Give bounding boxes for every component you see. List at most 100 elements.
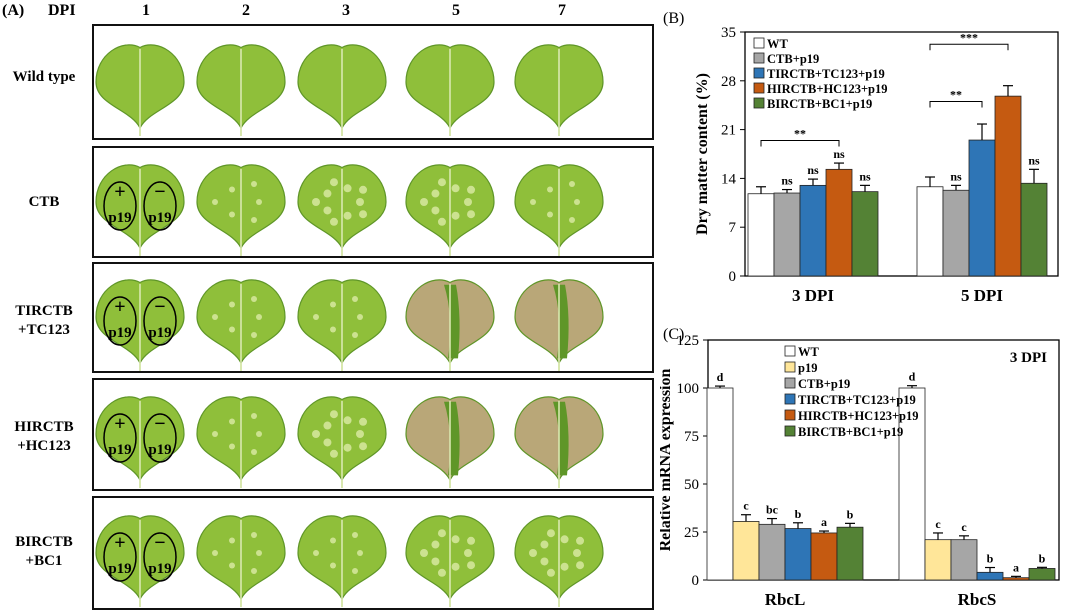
legend-swatch [753,52,765,64]
legend-swatch [784,345,796,357]
bar [836,526,864,581]
leaf-1-0: + − p19 p19 [95,164,185,256]
leaf-2-4 [514,279,604,371]
bar-significance-label: d [909,370,916,384]
infiltration-zone-right [143,413,177,463]
bar-significance-label: b [795,507,802,521]
leaf-lesion [431,540,440,549]
leaf-lesion [573,549,581,557]
bar-significance-label: ns [833,147,845,161]
leaf-lesion [569,180,575,187]
leaf-3-1 [196,396,286,488]
legend-entry: HIRCTB+HC123+p19 [798,409,919,423]
panel-a-label: (A) [2,2,25,19]
leaf-lesion [212,314,218,320]
leaf-3-0: + − p19 p19 [95,396,185,488]
leaf-lesion [312,430,320,438]
leaf-1-1 [196,164,286,256]
y-tick-label: 35 [721,25,736,41]
infiltration-minus-label: − [154,181,165,203]
leaf-1-4 [514,164,604,256]
leaf-0-4 [514,44,604,136]
leaf-row-tirctb [92,262,654,373]
leaf-lesion [467,210,476,219]
leaf-lesion [352,295,358,302]
leaf-lesion [437,178,446,187]
leaf-lesion [352,332,358,339]
infiltration-plus-label: + [114,532,125,554]
legend-entry: CTB+p19 [798,377,850,391]
leaf-lesion [229,211,235,218]
leaf-lesion [330,301,336,308]
leaf-0-2 [297,44,387,136]
leaf-lesion [251,295,257,302]
bar-significance-label: ns [859,169,871,183]
leaf-lesion [529,549,537,557]
significance-bracket-label: ** [794,127,806,141]
leaf-lesion [437,217,446,226]
leaf-row-birctb [92,496,654,610]
leaf-lesion [212,550,218,556]
leaf-lesion [560,535,569,544]
leaf-green-strip [444,401,460,476]
bar-significance-label: bc [766,503,779,517]
row-label-tirctb: TIRCTB +TC123 [15,303,73,338]
row-label-ctb: CTB [28,194,60,210]
leaf-lesion [574,199,580,205]
significance-bracket [929,100,983,108]
leaf-lesion [251,332,257,339]
significance-bracket [760,140,840,147]
legend-swatch [784,377,796,389]
bar [773,192,801,277]
leaf-lesion [540,557,549,566]
leaf-lesion [467,561,476,570]
bar [1002,577,1030,581]
infiltration-p19-label: p19 [148,325,171,341]
leaf-2-2 [297,279,387,371]
leaf-row-wild-type [92,24,654,140]
leaf-lesion [256,199,262,205]
leaf-lesion [329,449,338,458]
legend-swatch [753,37,765,49]
leaf-lesion [359,210,368,219]
leaf-lesion [251,412,257,419]
mrna-expression-chart: 0 25 50 75 100 125 Relative mRNA expression Rbc… [660,333,1060,609]
leaf-lesion [330,562,336,569]
infiltration-plus-label: + [114,296,125,318]
legend-entry: CTB+p19 [767,52,819,66]
significance-bracket [929,43,1009,51]
leaf-lesion [251,531,257,538]
legend-entry: BIRCTB+BC1+p19 [767,97,872,111]
bar [950,539,978,581]
leaf-3-2 [297,396,387,488]
infiltration-plus-label: + [114,413,125,435]
leaf-lesion [356,430,364,438]
bar-significance-label: a [821,515,827,529]
leaf-lesion [229,443,235,450]
legend-entry: WT [767,37,789,51]
y-tick-label: 75 [684,429,699,445]
leaf-lesion [546,529,555,538]
leaf-lesion [229,186,235,193]
leaf-4-0: + − p19 p19 [95,515,185,607]
leaf-lesion [323,421,332,430]
infiltration-plus-label: + [114,181,125,203]
infiltration-p19-label: p19 [108,442,131,458]
bar [924,539,952,581]
legend-swatch [753,82,765,94]
leaf-lesion [437,529,446,538]
significance-bracket-label: ** [950,87,962,101]
leaf-lesion [323,206,332,215]
leaf-lesion [256,314,262,320]
legend-swatch [784,393,796,405]
leaf-lesion [313,550,319,556]
x-category-label: 3 DPI [792,286,834,305]
leaf-lesion [357,314,363,320]
leaf-lesion [251,180,257,187]
leaf-green-strip [553,284,569,359]
row-label-hirctb: HIRCTB +HC123 [14,419,74,454]
bar [1028,568,1056,581]
leaf-lesion [312,198,320,206]
infiltration-minus-label: − [154,532,165,554]
